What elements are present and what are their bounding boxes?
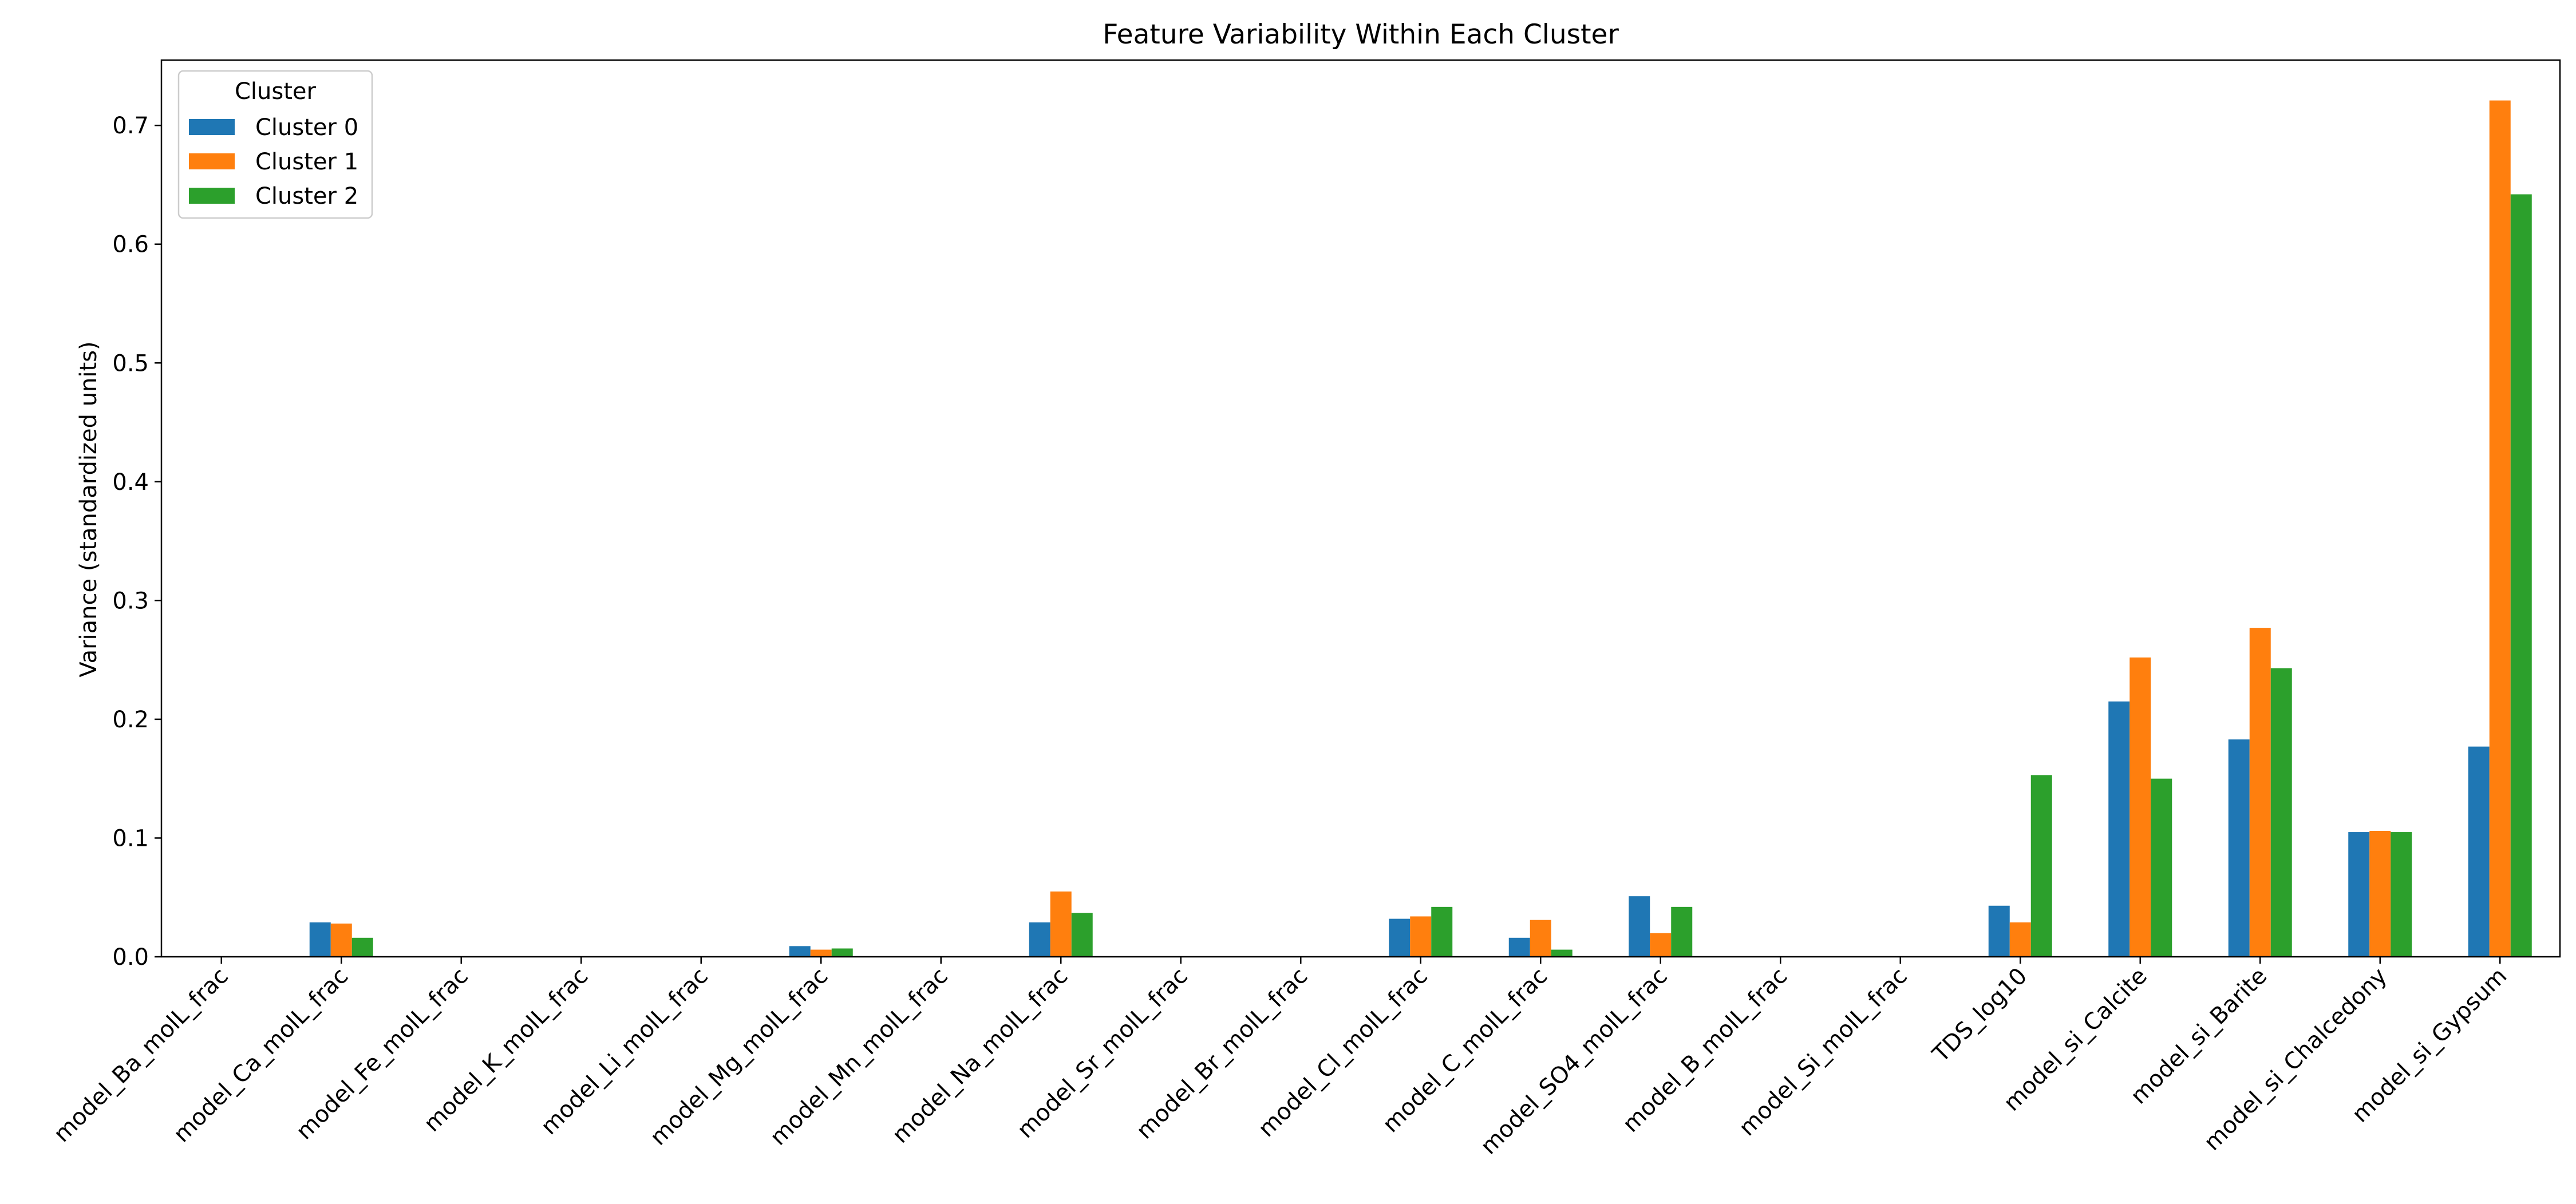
chart-title: Feature Variability Within Each Cluster bbox=[1103, 19, 1619, 50]
bar-cluster-1-model_Na_molL_frac bbox=[1050, 891, 1072, 957]
bar-cluster-2-model_Ca_molL_frac bbox=[351, 937, 373, 957]
plot-frame bbox=[160, 59, 2561, 958]
bar-cluster-2-model_si_Chalcedony bbox=[2391, 832, 2412, 957]
legend-label-cluster-2: Cluster 2 bbox=[255, 183, 358, 209]
bar-cluster-2-model_C_molL_frac bbox=[1551, 949, 1573, 957]
bar-cluster-1-model_Mg_molL_frac bbox=[810, 949, 832, 957]
bars-layer bbox=[309, 100, 2532, 957]
legend-swatch-cluster-0 bbox=[189, 119, 235, 135]
bar-cluster-0-model_si_Barite bbox=[2228, 739, 2250, 957]
bar-cluster-2-model_Na_molL_frac bbox=[1071, 913, 1093, 957]
bar-cluster-1-model_si_Chalcedony bbox=[2369, 830, 2391, 957]
y-tick-label: 0.1 bbox=[112, 825, 149, 851]
bar-cluster-1-model_SO4_molL_frac bbox=[1650, 933, 1672, 957]
bar-cluster-2-model_SO4_molL_frac bbox=[1671, 906, 1693, 957]
bar-cluster-2-model_Cl_molL_frac bbox=[1431, 906, 1453, 957]
legend-frame bbox=[177, 70, 373, 219]
bar-cluster-1-model_Ca_molL_frac bbox=[330, 923, 352, 957]
bar-cluster-0-model_Cl_molL_frac bbox=[1389, 918, 1411, 957]
bar-cluster-1-TDS_log10 bbox=[2009, 922, 2031, 957]
bar-cluster-2-model_si_Barite bbox=[2270, 668, 2292, 957]
bar-cluster-0-model_SO4_molL_frac bbox=[1629, 896, 1650, 957]
y-tick-label: 0.7 bbox=[112, 113, 149, 139]
y-tick-label: 0.4 bbox=[112, 469, 149, 496]
bar-cluster-0-TDS_log10 bbox=[1988, 905, 2010, 957]
y-tick-label: 0.3 bbox=[112, 588, 149, 614]
bar-cluster-2-model_si_Gypsum bbox=[2510, 194, 2532, 957]
legend-title: Cluster bbox=[235, 78, 317, 105]
bar-cluster-1-model_C_molL_frac bbox=[1530, 920, 1551, 957]
bar-cluster-0-model_si_Chalcedony bbox=[2348, 832, 2370, 957]
bar-cluster-1-model_si_Barite bbox=[2249, 628, 2271, 957]
bar-cluster-1-model_si_Calcite bbox=[2129, 657, 2151, 957]
y-tick-label: 0.6 bbox=[112, 232, 149, 258]
bar-cluster-0-model_Ca_molL_frac bbox=[309, 922, 331, 957]
legend: Cluster Cluster 0 Cluster 1 Cluster 2 bbox=[177, 70, 373, 219]
bar-cluster-2-model_si_Calcite bbox=[2151, 778, 2172, 957]
bar-cluster-0-model_si_Calcite bbox=[2108, 701, 2130, 957]
bar-cluster-2-model_Mg_molL_frac bbox=[831, 948, 853, 957]
bar-cluster-0-model_C_molL_frac bbox=[1508, 937, 1530, 957]
bar-cluster-0-model_Na_molL_frac bbox=[1029, 922, 1050, 957]
bar-cluster-2-TDS_log10 bbox=[2030, 775, 2052, 957]
bar-cluster-0-model_Mg_molL_frac bbox=[789, 946, 811, 957]
y-tick-label: 0.5 bbox=[112, 350, 149, 377]
y-tick-label: 0.2 bbox=[112, 707, 149, 733]
legend-label-cluster-0: Cluster 0 bbox=[255, 114, 358, 141]
bar-cluster-1-model_Cl_molL_frac bbox=[1410, 916, 1432, 957]
y-axis-label: Variance (standardized units) bbox=[76, 341, 102, 677]
y-tick-label: 0.0 bbox=[112, 944, 149, 971]
bar-cluster-1-model_si_Gypsum bbox=[2489, 100, 2511, 957]
legend-swatch-cluster-1 bbox=[189, 153, 235, 169]
legend-label-cluster-1: Cluster 1 bbox=[255, 149, 358, 175]
bar-cluster-0-model_si_Gypsum bbox=[2468, 746, 2490, 957]
legend-swatch-cluster-2 bbox=[189, 188, 235, 204]
